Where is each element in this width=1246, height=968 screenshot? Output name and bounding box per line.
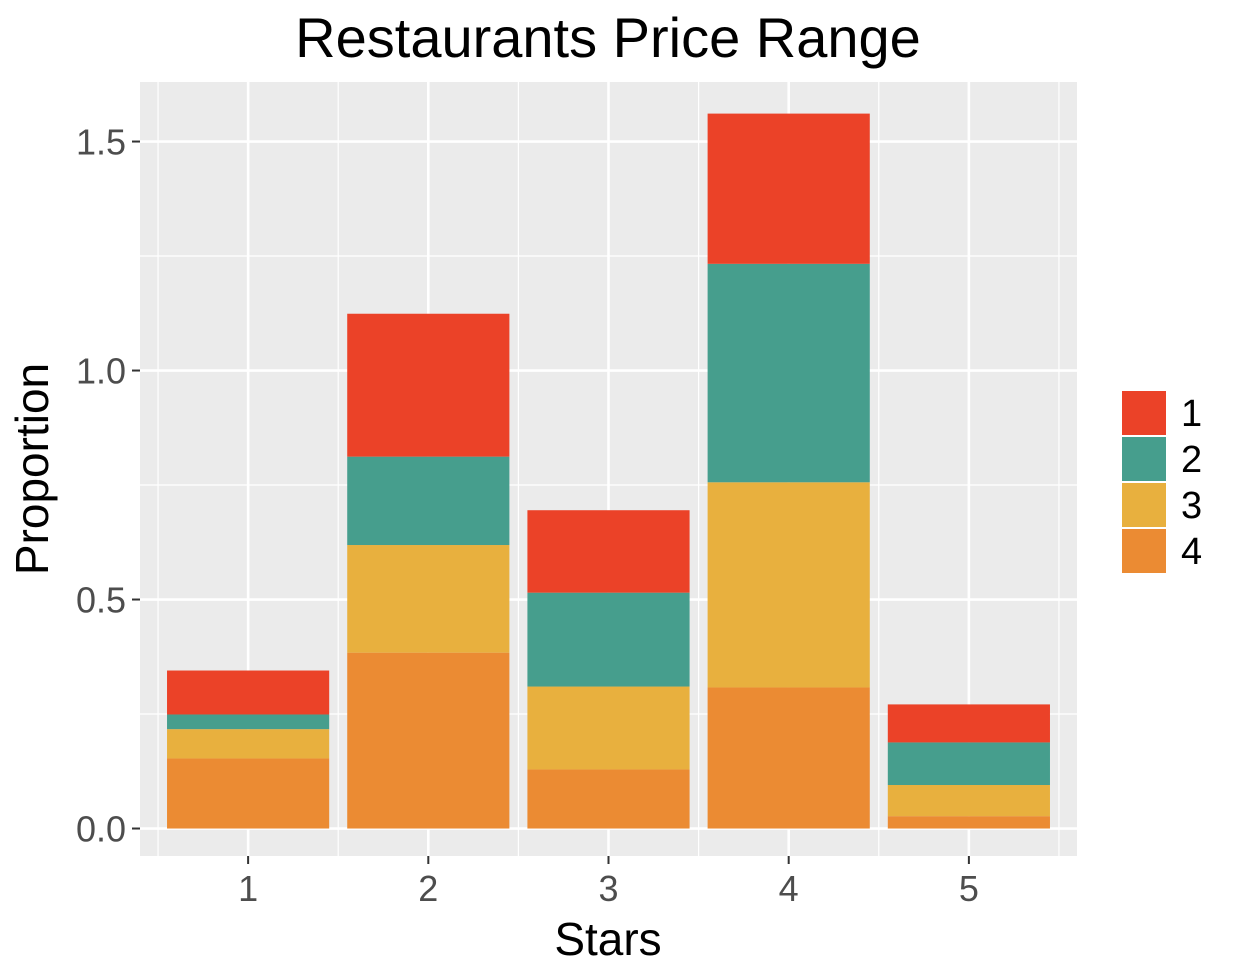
y-axis-title: Proportion [6,363,58,575]
legend-label: 4 [1181,531,1202,573]
legend-label: 2 [1181,439,1202,481]
x-tick-label: 4 [779,868,799,909]
x-tick-label: 5 [959,868,979,909]
x-tick-label: 1 [238,868,258,909]
bar-segment [527,769,690,829]
chart-title: Restaurants Price Range [295,6,921,69]
x-tick-label: 2 [418,868,438,909]
bar-segment [347,545,510,653]
y-tick-label: 1.5 [76,122,126,163]
bar-segment [527,510,690,593]
bar-segment [167,758,330,829]
legend-key [1120,435,1168,483]
x-tick-label: 3 [598,868,618,909]
legend-key [1120,481,1168,529]
bar-segment [527,592,690,687]
bar-segment [347,652,510,829]
y-tick-label: 0.5 [76,580,126,621]
bar-segment [707,482,870,688]
legend-label: 3 [1181,485,1202,527]
bar-segment [707,687,870,829]
bar-segment [167,714,330,730]
x-axis-title: Stars [554,913,661,965]
bar-segment [887,742,1050,786]
bar-segment [167,670,330,715]
bar-segment [527,686,690,770]
bar-segment [167,729,330,759]
bar-segment [347,456,510,546]
axes-layer: 0.0 0.5 1.0 1.5 1 2 3 4 5 [76,122,979,909]
bar-segment [887,704,1050,743]
legend-key [1120,389,1168,437]
bar-segment [887,816,1050,829]
legend-key [1120,527,1168,575]
bar-segment [707,263,870,483]
y-tick-label: 0.0 [76,809,126,850]
legend-label: 1 [1181,393,1202,435]
bar-segment [707,113,870,264]
bars-layer [167,113,1050,829]
y-tick-label: 1.0 [76,351,126,392]
bar-segment [347,313,510,457]
bar-segment [887,785,1050,817]
